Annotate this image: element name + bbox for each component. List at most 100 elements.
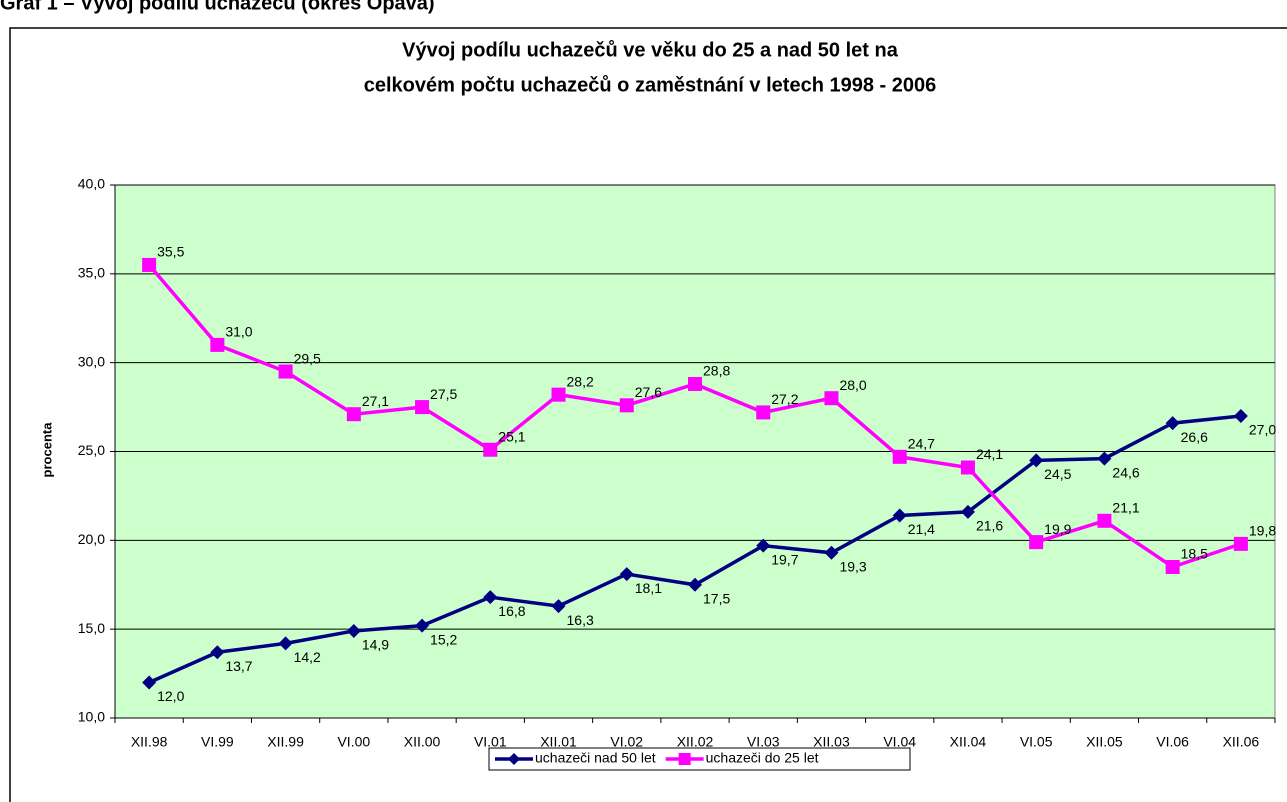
legend-label: uchazeči nad 50 let (535, 750, 656, 766)
legend: uchazeči nad 50 let uchazeči do 25 let (488, 747, 911, 771)
data-label: 21,1 (1112, 499, 1139, 515)
caption: Graf 1 – Vývoj podílu uchazečů (okres Op… (0, 0, 435, 14)
y-tick-label: 10,0 (78, 709, 105, 725)
marker (1029, 453, 1044, 468)
data-label: 12,0 (157, 688, 184, 704)
x-tick-label: XII.04 (950, 734, 987, 750)
marker (1165, 416, 1180, 431)
data-label: 16,3 (567, 612, 594, 628)
data-label: 19,7 (771, 551, 798, 567)
data-label: 27,2 (771, 391, 798, 407)
marker (551, 387, 566, 402)
data-label: 27,0 (1249, 422, 1276, 438)
marker (756, 538, 771, 553)
x-tick-label: XII.06 (1223, 734, 1260, 750)
marker (551, 599, 566, 614)
data-label: 24,7 (908, 436, 935, 452)
marker (1097, 513, 1112, 528)
marker (892, 449, 907, 464)
marker (619, 398, 634, 413)
data-label: 16,8 (498, 603, 525, 619)
data-label: 24,5 (1044, 466, 1071, 482)
data-label: 29,5 (294, 350, 321, 366)
marker (1097, 451, 1112, 466)
marker (210, 337, 225, 352)
data-label: 18,1 (635, 580, 662, 596)
marker (142, 257, 157, 272)
x-tick-label: VI.01 (474, 734, 507, 750)
chart-title: Vývoj podílu uchazečů ve věku do 25 a na… (402, 39, 899, 61)
data-label: 28,8 (703, 363, 730, 379)
y-tick-label: 20,0 (78, 531, 105, 547)
marker (688, 577, 702, 592)
x-tick-label: VI.03 (747, 734, 780, 750)
y-axis-label: procenta (39, 422, 54, 478)
data-label: 13,7 (225, 658, 252, 674)
data-label: 28,2 (567, 373, 594, 389)
data-label: 19,3 (839, 558, 866, 574)
data-label: 19,8 (1249, 523, 1276, 539)
marker (483, 442, 498, 457)
data-label: 18,5 (1181, 546, 1208, 562)
y-tick-label: 40,0 (78, 176, 105, 192)
x-tick-label: VI.00 (337, 734, 370, 750)
marker (619, 567, 634, 582)
chart-title: celkovém počtu uchazečů o zaměstnání v l… (364, 74, 936, 96)
data-label: 26,6 (1181, 429, 1208, 445)
legend-marker (508, 753, 520, 765)
y-tick-label: 25,0 (78, 442, 105, 458)
data-label: 27,5 (430, 386, 457, 402)
data-label: 27,6 (635, 384, 662, 400)
data-label: 14,9 (362, 637, 389, 653)
data-label: 21,4 (908, 521, 935, 537)
marker (824, 545, 839, 560)
y-tick-label: 30,0 (78, 353, 105, 369)
marker (688, 376, 702, 391)
marker (483, 590, 498, 605)
marker (415, 400, 430, 415)
data-label: 17,5 (703, 590, 730, 606)
marker (278, 636, 293, 651)
x-tick-label: XII.98 (131, 734, 168, 750)
data-label: 21,6 (976, 518, 1003, 534)
x-tick-label: XII.99 (267, 734, 304, 750)
marker (415, 618, 430, 633)
data-label: 28,0 (839, 377, 866, 393)
marker (278, 364, 293, 379)
marker (210, 645, 225, 660)
data-label: 35,5 (157, 244, 184, 260)
marker (142, 675, 157, 690)
data-label: 15,2 (430, 631, 457, 647)
y-tick-label: 35,0 (78, 265, 105, 281)
marker (960, 460, 975, 475)
x-tick-label: VI.05 (1020, 734, 1053, 750)
x-tick-label: XII.01 (540, 734, 577, 750)
x-tick-label: XII.02 (677, 734, 714, 750)
marker (824, 391, 839, 406)
marker (346, 623, 361, 638)
marker (756, 405, 771, 420)
data-label: 24,1 (976, 446, 1003, 462)
data-label: 25,1 (498, 428, 525, 444)
marker (1233, 536, 1248, 551)
data-label: 31,0 (225, 324, 252, 340)
data-label: 14,2 (294, 649, 321, 665)
legend-label: uchazeči do 25 let (706, 750, 819, 766)
marker (892, 508, 907, 523)
x-tick-label: VI.06 (1156, 734, 1189, 750)
marker (346, 407, 361, 422)
data-label: 27,1 (362, 393, 389, 409)
x-tick-label: XII.00 (404, 734, 441, 750)
legend-marker (678, 753, 691, 765)
y-tick-label: 15,0 (78, 620, 105, 636)
x-tick-label: XII.03 (813, 734, 850, 750)
x-tick-label: VI.04 (883, 734, 916, 750)
marker (1165, 559, 1180, 574)
data-label: 24,6 (1112, 464, 1139, 480)
marker (960, 504, 975, 519)
x-tick-label: XII.05 (1086, 734, 1123, 750)
x-tick-label: VI.02 (610, 734, 643, 750)
data-label: 19,9 (1044, 521, 1071, 537)
x-tick-label: VI.99 (201, 734, 234, 750)
